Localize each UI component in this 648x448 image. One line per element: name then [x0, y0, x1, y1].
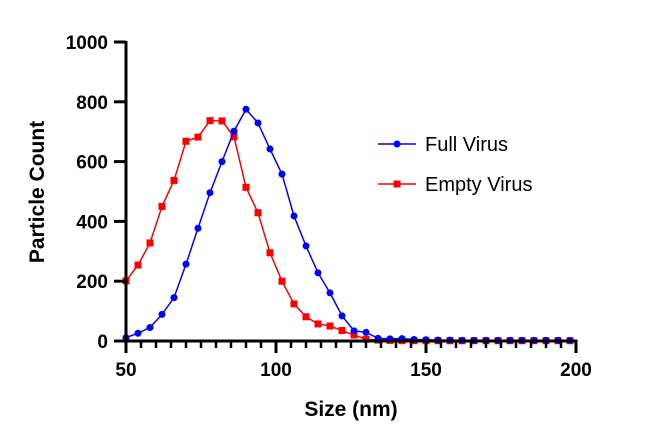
data-point: [254, 119, 262, 127]
data-point: [134, 329, 142, 337]
x-tick-label: 200: [560, 360, 592, 381]
data-point: [206, 189, 214, 197]
legend: Full Virus Empty Virus: [378, 134, 532, 196]
data-point: [314, 320, 322, 328]
data-point: [326, 322, 334, 330]
y-tick-label: 1000: [66, 33, 108, 54]
data-point: [230, 127, 238, 135]
y-tick-label: 0: [97, 332, 108, 353]
y-axis-title: Particle Count: [26, 121, 49, 263]
x-tick-label: 50: [115, 360, 136, 381]
data-point: [278, 170, 286, 178]
data-point: [182, 260, 190, 268]
legend-item-full-virus: Full Virus: [378, 134, 508, 156]
data-point: [134, 261, 142, 269]
legend-item-empty-virus: Empty Virus: [378, 174, 532, 196]
data-point: [194, 224, 202, 232]
data-point: [266, 145, 274, 153]
data-point: [290, 300, 298, 308]
data-point: [146, 239, 154, 247]
data-point: [338, 327, 346, 335]
legend-label: Full Virus: [425, 134, 508, 156]
data-point: [362, 335, 370, 343]
data-point: [314, 269, 322, 277]
data-point: [278, 277, 286, 285]
data-point: [158, 310, 166, 318]
data-point: [218, 158, 226, 166]
data-point: [182, 137, 190, 145]
data-point: [170, 176, 178, 184]
legend-marker-circle: [393, 140, 401, 148]
data-point: [362, 328, 370, 336]
data-point: [206, 117, 214, 125]
y-tick-label: 600: [76, 153, 108, 174]
data-point: [242, 183, 250, 191]
y-tick-label: 200: [76, 272, 108, 293]
data-point: [290, 212, 298, 220]
x-tick-label: 150: [410, 360, 442, 381]
data-point: [146, 324, 154, 332]
data-point: [302, 313, 310, 321]
x-axis-title: Size (nm): [304, 398, 397, 421]
data-point: [254, 209, 262, 217]
legend-label: Empty Virus: [425, 174, 532, 196]
data-point: [242, 105, 250, 113]
data-point: [350, 331, 358, 339]
y-tick-label: 400: [76, 212, 108, 233]
data-point: [218, 117, 226, 125]
y-tick-label: 800: [76, 93, 108, 114]
data-point: [158, 202, 166, 210]
data-point: [302, 242, 310, 250]
data-point: [350, 327, 358, 335]
data-point: [326, 289, 334, 297]
data-point: [266, 249, 274, 257]
data-point: [194, 133, 202, 141]
legend-marker-square: [393, 180, 401, 188]
data-point: [230, 133, 238, 141]
x-tick-label: 100: [260, 360, 292, 381]
data-point: [338, 312, 346, 320]
data-point: [170, 294, 178, 302]
